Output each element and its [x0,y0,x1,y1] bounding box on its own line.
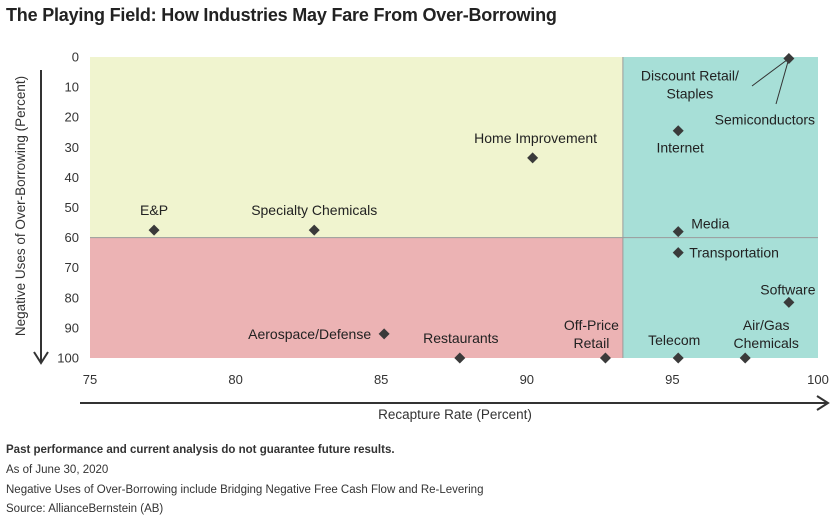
data-point-label: Telecom [648,332,700,348]
scatter-chart: 0 10 20 30 40 50 60 70 80 90 100 75 80 85 90 95 100 Recap… [13,50,830,422]
data-point-label: Retail [574,335,610,351]
x-tick-label: 90 [520,372,534,387]
x-tick-label: 80 [228,372,242,387]
data-point-marker [454,352,466,364]
y-tick-label: 100 [57,351,79,366]
data-point-marker [527,152,539,164]
data-point-marker [672,226,684,238]
y-tick-label: 50 [65,200,79,215]
x-tick-label: 85 [374,372,388,387]
y-tick-label: 70 [65,260,79,275]
y-tick-label: 60 [65,230,79,245]
data-point-marker [783,296,795,308]
data-point-marker [672,247,684,259]
data-point-label: Chemicals [734,335,799,351]
x-tick-label: 100 [807,372,829,387]
data-point-label: Restaurants [423,330,498,346]
y-tick-label: 80 [65,290,79,305]
footer-note: Negative Uses of Over-Borrowing include … [6,484,484,496]
quadrant-bottom-left [90,237,623,358]
x-tick-label: 95 [665,372,679,387]
y-tick-label: 20 [65,110,79,125]
data-point-label: E&P [140,202,168,218]
data-point-marker [378,328,390,340]
y-tick-label: 40 [65,170,79,185]
x-axis-title: Recapture Rate (Percent) [378,407,532,422]
data-point-label: Software [760,281,815,297]
chart-title: The Playing Field: How Industries May Fa… [6,5,557,25]
footer-disclaimer: Past performance and current analysis do… [6,444,395,456]
footer-source: Source: AllianceBernstein (AB) [6,503,164,515]
data-point-marker [308,224,320,236]
quadrant-top-left [90,57,623,238]
data-point-marker [148,224,160,236]
x-tick-label: 75 [83,372,97,387]
data-point-marker [599,352,611,364]
footer-date: As of June 30, 2020 [6,464,109,476]
data-point-label: Internet [656,140,704,156]
data-point-label: Aerospace/Defense [248,326,371,342]
leader-line-semiconductors [775,58,790,105]
leader-line-discount-retail [751,58,790,87]
data-point-label: Staples [667,86,714,102]
y-axis-title: Negative Uses of Over-Borrowing (Percent… [13,76,28,336]
y-tick-label: 10 [65,80,79,95]
data-point-label: Transportation [689,245,779,261]
data-point-label: Specialty Chemicals [251,202,377,218]
x-axis-arrow-head [816,395,830,411]
data-point-marker [783,53,795,65]
data-point-marker [739,352,751,364]
quadrant-right [622,57,818,358]
data-point-label: Media [691,216,729,232]
data-point-marker [672,125,684,137]
data-point-marker [672,352,684,364]
y-tick-label: 0 [72,50,79,65]
data-point-label: Air/Gas [743,317,790,333]
data-point-label: Home Improvement [474,130,597,146]
data-point-label: Discount Retail/ [641,68,739,84]
data-point-label: Semiconductors [715,112,815,128]
y-tick-label: 30 [65,140,79,155]
data-point-label: Off-Price [564,317,619,333]
y-tick-label: 90 [65,320,79,335]
y-axis-arrow-head [33,351,49,365]
